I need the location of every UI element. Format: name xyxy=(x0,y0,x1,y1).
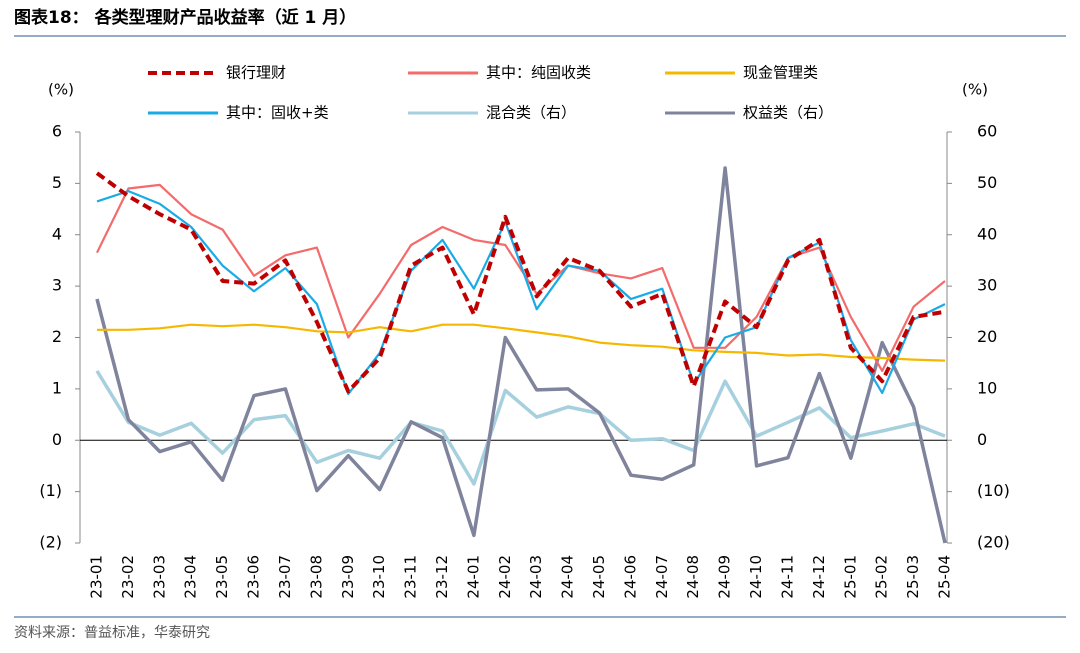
y2-axis-label: (%) xyxy=(962,81,988,99)
x-tick-label: 23-10 xyxy=(370,555,388,599)
x-tick-label: 23-04 xyxy=(182,555,200,599)
y-tick-label: 5 xyxy=(52,173,62,192)
x-tick-label: 24-04 xyxy=(559,555,577,599)
y-tick-label: (2) xyxy=(39,533,62,552)
legend-label: 权益类（右） xyxy=(743,104,833,122)
series-line xyxy=(96,190,946,396)
y2-tick-label: 10 xyxy=(977,378,997,397)
x-tick-label: 23-06 xyxy=(245,555,263,599)
legend-label: 其中：固收+类 xyxy=(226,104,329,122)
y-tick-label: 0 xyxy=(52,430,62,449)
series-line xyxy=(95,171,946,394)
y2-tick-label: 30 xyxy=(977,276,997,295)
y2-tick-label: (20) xyxy=(977,533,1010,552)
x-tick-label: 23-08 xyxy=(307,555,325,599)
y2-tick-label: 60 xyxy=(977,122,997,141)
x-tick-label: 24-07 xyxy=(653,555,671,599)
series-line xyxy=(97,323,946,362)
x-tick-label: 24-02 xyxy=(496,555,514,599)
x-tick-label: 24-05 xyxy=(590,555,608,599)
x-tick-label: 23-07 xyxy=(276,555,294,599)
y2-tick-label: 20 xyxy=(977,327,997,346)
x-tick-label: 24-08 xyxy=(684,555,702,599)
x-tick-label: 24-01 xyxy=(464,555,482,599)
y-tick-label: 3 xyxy=(52,276,62,295)
legend-label: 其中：纯固收类 xyxy=(486,64,591,82)
source: 资料来源：普益标准，华泰研究 xyxy=(14,625,210,641)
x-tick-label: 24-06 xyxy=(621,555,639,599)
x-tick-label: 25-03 xyxy=(904,555,922,599)
x-tick-label: 25-01 xyxy=(841,555,859,599)
x-tick-label: 23-11 xyxy=(402,555,420,599)
y-tick-label: 2 xyxy=(52,327,62,346)
series-line xyxy=(95,369,946,486)
x-tick-label: 23-12 xyxy=(433,555,451,599)
x-tick-label: 24-10 xyxy=(747,555,765,599)
y-axis-label: (%) xyxy=(48,81,74,99)
legend-label: 混合类（右） xyxy=(486,104,576,122)
legend-label: 现金管理类 xyxy=(743,64,818,82)
series-line xyxy=(96,183,946,372)
series-line xyxy=(95,166,947,544)
y2-tick-label: 50 xyxy=(977,173,997,192)
y-tick-label: 6 xyxy=(52,122,62,141)
x-tick-label: 24-09 xyxy=(716,555,734,599)
legend-label: 银行理财 xyxy=(226,64,286,82)
x-tick-label: 23-02 xyxy=(119,555,137,599)
x-tick-label: 24-03 xyxy=(527,555,545,599)
x-tick-label: 24-12 xyxy=(810,555,828,599)
y2-tick-label: (10) xyxy=(977,481,1010,500)
x-tick-label: 23-01 xyxy=(88,555,106,599)
x-tick-label: 25-04 xyxy=(936,555,954,599)
y-tick-label: 4 xyxy=(52,224,62,243)
x-tick-label: 25-02 xyxy=(873,555,891,599)
x-tick-label: 24-11 xyxy=(778,555,796,599)
y-tick-label: 1 xyxy=(52,378,62,397)
x-tick-label: 23-09 xyxy=(339,555,357,599)
x-tick-label: 23-03 xyxy=(150,555,168,599)
y2-tick-label: 0 xyxy=(977,430,987,449)
y2-tick-label: 40 xyxy=(977,224,997,243)
chart-title: 图表18： 各类型理财产品收益率（近 1 月） xyxy=(14,7,356,28)
y-tick-label: (1) xyxy=(39,481,62,500)
x-tick-label: 23-05 xyxy=(213,555,231,599)
